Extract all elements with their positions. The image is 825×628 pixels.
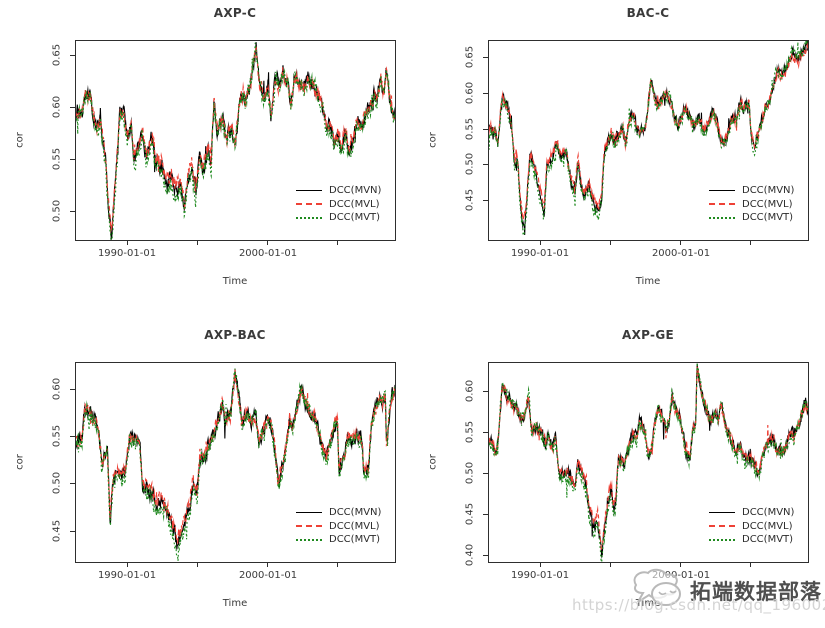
x-axis-tick-label: 1990-01-01 [97,248,157,259]
legend-item-label: DCC(MVL) [329,198,380,210]
y-axis-tick-label: 0.45 [464,502,476,525]
y-axis-tick-label: 0.40 [464,543,476,566]
x-axis-label: Time [635,276,661,287]
legend-item-label: DCC(MVL) [742,520,793,532]
y-axis-label: cor [427,454,439,470]
x-axis-tick-label: 1990-01-01 [510,570,570,581]
legend-item-label: DCC(MVL) [742,198,793,210]
y-axis-tick-label: 0.45 [464,188,476,212]
y-axis-tick-label: 0.60 [464,81,476,104]
chart-panel-bac-c: BAC-C cor 1990-01-01 2000-01-01 Time DCC… [413,0,825,306]
legend-item-label: DCC(MVN) [742,185,795,197]
y-axis-label: cor [14,132,26,148]
y-axis-tick-label: 0.60 [464,380,476,403]
legend-item: DCC(MVT) [296,211,381,225]
legend-line-sample-solid [296,190,322,192]
legend-line-sample-dashed [709,203,735,206]
y-axis-tick-label: 0.60 [51,377,63,400]
x-axis-tick-label: 2000-01-01 [651,570,711,581]
legend-line-sample-dotted [296,538,322,541]
legend-item-label: DCC(MVT) [742,212,794,224]
legend-item: DCC(MVL) [296,198,381,212]
chart-legend: DCC(MVN) DCC(MVL) DCC(MVT) [709,506,794,547]
legend-line-sample-solid [296,512,322,514]
legend-item: DCC(MVN) [709,506,794,520]
chart-panel-axp-ge: AXP-GE cor 1990-01-01 2000-01-01 Time DC… [413,322,825,628]
legend-item-label: DCC(MVT) [329,534,381,546]
chart-title: AXP-BAC [204,328,266,342]
y-axis-tick-label: 0.50 [51,199,63,222]
y-axis-tick-label: 0.55 [464,421,476,444]
legend-item-label: DCC(MVL) [329,520,380,532]
legend-line-sample-dashed [296,525,322,528]
chart-title: AXP-C [213,6,257,20]
y-axis-tick-label: 0.50 [51,472,63,495]
legend-line-sample-dotted [296,216,322,219]
x-axis-tick-label: 2000-01-01 [238,248,298,259]
chart-legend: DCC(MVN) DCC(MVL) DCC(MVT) [296,184,381,225]
y-axis-tick-label: 0.65 [464,46,476,69]
x-axis-label: Time [222,276,248,287]
chart-legend: DCC(MVN) DCC(MVL) DCC(MVT) [709,184,794,225]
y-axis-tick-label: 0.50 [464,461,476,485]
legend-item: DCC(MVL) [296,520,381,534]
legend-item-label: DCC(MVT) [329,212,381,224]
chart-title: AXP-GE [622,328,674,342]
legend-item: DCC(MVL) [709,198,794,212]
legend-item: DCC(MVT) [296,533,381,547]
y-axis-tick-label: 0.55 [51,424,63,448]
legend-item: DCC(MVT) [709,533,794,547]
chart-legend: DCC(MVN) DCC(MVL) DCC(MVT) [296,506,381,547]
x-axis-tick-label: 1990-01-01 [97,570,157,581]
legend-line-sample-dotted [709,538,735,541]
x-axis-tick-label: 2000-01-01 [238,570,298,581]
legend-item: DCC(MVN) [709,184,794,198]
legend-line-sample-solid [709,512,735,514]
plot-canvas [0,0,412,306]
x-axis-label: Time [222,598,248,609]
plot-canvas [413,322,825,628]
legend-line-sample-dotted [709,216,735,219]
y-axis-tick-label: 0.45 [51,519,63,542]
y-axis-label: cor [14,454,26,470]
y-axis-tick-label: 0.65 [51,43,63,66]
legend-item: DCC(MVN) [296,184,381,198]
y-axis-tick-label: 0.55 [464,117,476,140]
y-axis-tick-label: 0.55 [51,147,63,170]
x-axis-label: Time [635,598,661,609]
legend-item: DCC(MVL) [709,520,794,534]
x-axis-tick-label: 1990-01-01 [510,248,570,259]
legend-item-label: DCC(MVT) [742,534,794,546]
legend-line-sample-dashed [709,525,735,528]
plot-canvas [413,0,825,306]
chart-panel-axp-c: AXP-C cor 1990-01-01 2000-01-01 Time DCC… [0,0,412,306]
legend-line-sample-dashed [296,203,322,206]
legend-item-label: DCC(MVN) [329,185,382,197]
y-axis-tick-label: 0.50 [464,153,476,176]
legend-item: DCC(MVT) [709,211,794,225]
chart-panel-axp-bac: AXP-BAC cor 1990-01-01 2000-01-01 Time D… [0,322,412,628]
legend-item-label: DCC(MVN) [742,507,795,519]
x-axis-tick-label: 2000-01-01 [651,248,711,259]
legend-item: DCC(MVN) [296,506,381,520]
y-axis-label: cor [427,132,439,148]
plot-canvas [0,322,412,628]
y-axis-tick-label: 0.60 [51,95,63,118]
legend-line-sample-solid [709,190,735,192]
legend-item-label: DCC(MVN) [329,507,382,519]
chart-title: BAC-C [626,6,670,20]
